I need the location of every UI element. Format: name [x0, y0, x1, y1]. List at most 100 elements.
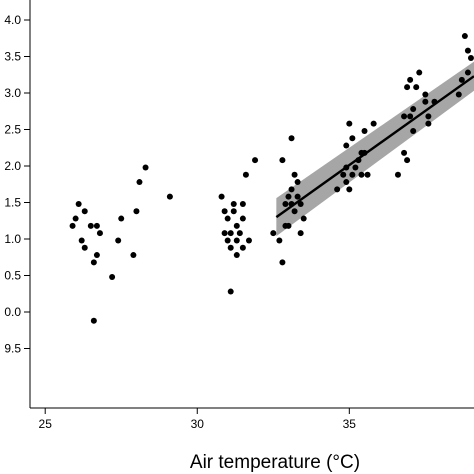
data-point: [422, 91, 429, 98]
data-point: [270, 230, 277, 237]
data-point: [233, 237, 240, 244]
data-point: [96, 230, 103, 237]
data-point: [90, 317, 97, 324]
data-point: [78, 237, 85, 244]
y-tick-label: 1.0: [4, 232, 21, 246]
data-point: [93, 222, 100, 229]
data-point: [334, 186, 341, 193]
data-point: [300, 215, 307, 222]
data-point: [130, 252, 137, 259]
data-point: [394, 171, 401, 178]
data-points: [69, 33, 474, 324]
data-point: [364, 171, 371, 178]
data-point: [118, 215, 125, 222]
data-point: [136, 179, 143, 186]
data-point: [285, 193, 292, 200]
data-point: [425, 113, 432, 120]
y-tick-label: 1.5: [4, 196, 21, 210]
x-tick-label: 35: [343, 417, 357, 431]
data-point: [401, 149, 408, 156]
data-point: [352, 164, 359, 171]
data-point: [294, 193, 301, 200]
x-tick-label: 30: [191, 417, 205, 431]
data-point: [236, 230, 243, 237]
data-point: [410, 127, 417, 134]
data-point: [358, 171, 365, 178]
data-point: [458, 76, 465, 83]
data-point: [404, 157, 411, 164]
data-point: [404, 84, 411, 91]
y-axis-ticks: 4.0 3.5 3.0 2.5 2.0 1.5 1.0 0.5 0.0 9.5: [4, 13, 30, 356]
data-point: [115, 237, 122, 244]
data-point: [455, 91, 462, 98]
data-point: [288, 135, 295, 142]
data-point: [422, 98, 429, 105]
data-point: [233, 252, 240, 259]
data-point: [221, 230, 228, 237]
data-point: [282, 200, 289, 207]
data-point: [349, 171, 356, 178]
data-point: [239, 244, 246, 251]
data-point: [279, 157, 286, 164]
data-point: [224, 215, 231, 222]
data-point: [288, 186, 295, 193]
data-point: [245, 237, 252, 244]
data-point: [93, 252, 100, 259]
data-point: [467, 54, 474, 61]
data-point: [87, 222, 94, 229]
data-point: [227, 288, 234, 295]
data-point: [81, 244, 88, 251]
data-point: [416, 69, 423, 76]
y-tick-label: 3.5: [4, 50, 21, 64]
data-point: [361, 127, 368, 134]
data-point: [239, 215, 246, 222]
data-point: [370, 120, 377, 127]
data-point: [461, 33, 468, 40]
data-point: [142, 164, 149, 171]
data-point: [252, 157, 259, 164]
data-point: [343, 179, 350, 186]
y-tick-label: 2.5: [4, 123, 21, 137]
y-tick-label: 2.0: [4, 159, 21, 173]
y-tick-label: 4.0: [4, 13, 21, 27]
data-point: [291, 208, 298, 215]
regression-line: [275, 75, 474, 219]
data-point: [133, 208, 140, 215]
data-point: [218, 193, 225, 200]
data-point: [276, 237, 283, 244]
data-point: [464, 47, 471, 54]
data-point: [230, 208, 237, 215]
data-point: [221, 208, 228, 215]
data-point: [291, 171, 298, 178]
data-point: [227, 244, 234, 251]
data-point: [279, 259, 286, 266]
data-point: [72, 215, 79, 222]
data-point: [407, 76, 414, 83]
data-point: [346, 186, 353, 193]
y-tick-label: 0.5: [4, 269, 21, 283]
data-point: [346, 120, 353, 127]
data-point: [227, 230, 234, 237]
data-point: [233, 222, 240, 229]
data-point: [410, 106, 417, 113]
y-tick-label: 3.0: [4, 86, 21, 100]
data-point: [285, 222, 292, 229]
data-point: [413, 84, 420, 91]
data-point: [90, 259, 97, 266]
x-axis-ticks: 25 30 35: [39, 408, 357, 431]
data-point: [230, 200, 237, 207]
data-point: [340, 171, 347, 178]
data-point: [224, 237, 231, 244]
data-point: [166, 193, 173, 200]
data-point: [81, 208, 88, 215]
data-point: [343, 142, 350, 149]
data-point: [75, 200, 82, 207]
data-point: [239, 200, 246, 207]
x-tick-label: 25: [39, 417, 53, 431]
data-point: [407, 113, 414, 120]
data-point: [464, 69, 471, 76]
data-point: [294, 179, 301, 186]
y-tick-label: 9.5: [4, 342, 21, 356]
confidence-band: [276, 61, 474, 237]
